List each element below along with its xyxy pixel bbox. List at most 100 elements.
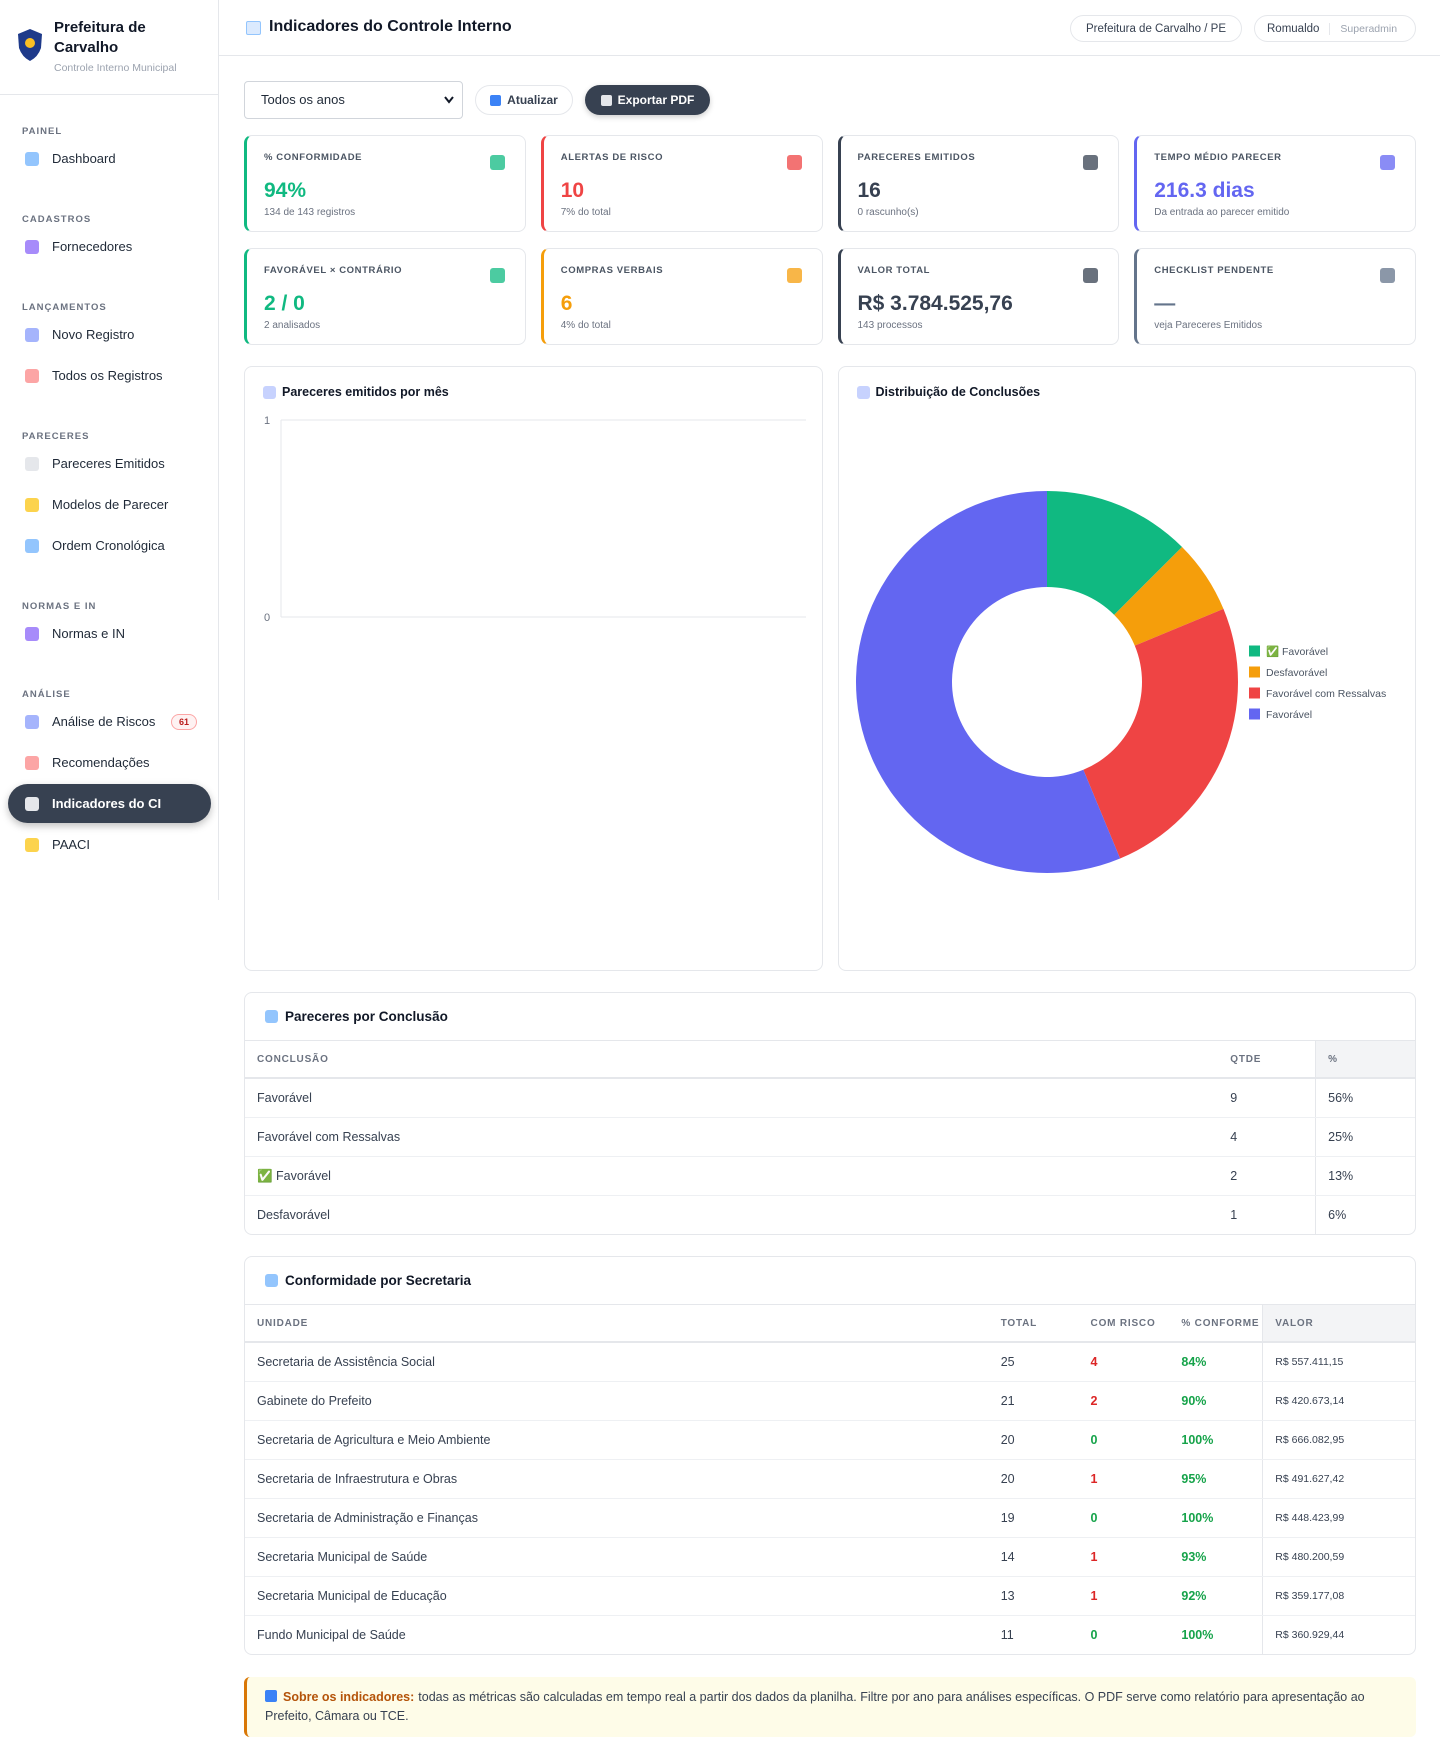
nav-icon [25,327,39,342]
nav-item[interactable]: Análise de Riscos 61 [0,701,218,742]
nav-icon [25,368,39,383]
table-title-text: Conformidade por Secretaria [285,1273,472,1288]
chevron-path [444,96,454,104]
table-cell: Secretaria Municipal de Educação [257,1589,447,1603]
year-filter[interactable]: Todos os anos [244,81,463,119]
nav-item[interactable]: Ordem Cronológica [0,525,218,566]
table-cell: R$ 359.177,08 [1262,1577,1415,1615]
table-cell: Secretaria de Assistência Social [257,1355,435,1369]
org-subtitle: Controle Interno Municipal [54,62,177,74]
nav-icon [25,755,39,770]
kpi-card: COMPRAS VERBAIS 6 4% do total [540,248,823,345]
kpi-note: veja Pareceres Emitidos [1154,320,1263,331]
kpi-icon [1083,155,1099,170]
kpi-label: TEMPO MÉDIO PARECER [1154,152,1282,163]
column-header: % CONFORME [1181,1317,1260,1329]
legend-label: ✅ Favorável [1266,645,1328,658]
table-cell: Secretaria Municipal de Saúde [257,1550,428,1564]
charts: Pareceres emitidos por mês 0 1 Distribuição… [244,366,1416,971]
nav-label: Modelos de Parecer [52,497,169,512]
nav-item[interactable]: Normas e IN [0,613,218,654]
nav-label: Novo Registro [52,327,135,342]
navigation: PAINEL Dashboard CADASTROS Fornecedores LANÇ… [0,126,218,865]
table-cell: ✅ Favorável [257,1168,331,1183]
chart-title: Distribuição de Conclusões [856,385,1040,399]
table-cell: 11 [1000,1628,1014,1642]
header-icon [246,21,261,35]
export-label: Exportar PDF [617,93,695,107]
table-cell: 2 [1230,1169,1238,1183]
table-cell: R$ 360.929,44 [1262,1616,1415,1654]
table-cell: R$ 557.411,15 [1262,1343,1415,1381]
table-cell: 25 [1000,1355,1015,1369]
refresh-button[interactable]: Atualizar [475,85,573,115]
kpi-grid: % CONFORMIDADE 94% 134 de 143 registros ALE… [244,135,1416,345]
legend-swatch [1248,666,1260,678]
nav-section: LANÇAMENTOS Novo Registro Todos os Registr… [0,302,218,396]
user-pill[interactable]: Romualdo Superadmin [1254,15,1416,42]
nav-section-title: CADASTROS [22,214,92,225]
nav-item[interactable]: Todos os Registros [0,355,218,396]
table-card: Pareceres por Conclusão CONCLUSÃO QTDE% Fav… [244,992,1416,1235]
kpi-icon [1380,155,1395,170]
nav-item[interactable]: Dashboard [0,138,218,179]
content: Todos os anos Atualizar Exportar PDF % CONF… [219,56,1440,1737]
chart-title-icon [263,385,276,399]
table-cell: 90% [1181,1394,1207,1408]
nav-item[interactable]: Recomendações [0,742,218,783]
table-cell: Desfavorável [257,1208,330,1222]
kpi-value: 216.3 dias [1154,179,1255,202]
table-cell: 0 [1090,1511,1098,1525]
nav-label: Recomendações [52,755,150,770]
table-row: Secretaria de Infraestrutura e Obras 20 1 9… [245,1460,1415,1499]
table-cell: 1 [1230,1208,1238,1222]
kpi-label: PARECERES EMITIDOS [857,152,976,163]
kpi-card: % CONFORMIDADE 94% 134 de 143 registros [244,135,526,232]
chart-panel: Distribuição de Conclusões ✅ Favorável Des… [837,366,1416,971]
refresh-icon [490,94,502,106]
kpi-value: 6 [560,292,573,315]
kpi-icon [786,155,802,170]
column-header: QTDE [1230,1053,1262,1065]
nav-label: Todos os Registros [52,368,163,383]
table-cell: Favorável com Ressalvas [257,1130,401,1144]
table-cell: 13% [1315,1157,1415,1195]
kpi-label: ALERTAS DE RISCO [560,152,664,163]
nav-label: PAACI [52,837,91,852]
table-cell: 19 [1000,1511,1015,1525]
export-button[interactable]: Exportar PDF [585,85,710,115]
kpi-card: FAVORÁVEL × CONTRÁRIO 2 / 0 2 analisados [244,248,526,345]
nav-section: PARECERES Pareceres Emitidos Modelos de Pa… [0,431,218,566]
chart-title-text: Pareceres emitidos por mês [282,385,449,399]
nav-section: CADASTROS Fornecedores [0,214,218,267]
nav-label: Fornecedores [52,239,133,254]
main: Indicadores do Controle Interno Prefeitur… [219,0,1440,1737]
doughnut-slice [1113,546,1223,646]
kpi-icon [1083,268,1099,283]
toolbar: Todos os anos Atualizar Exportar PDF [244,81,1416,119]
doughnut-chart: ✅ Favorável Desfavorável Favorável com Res… [855,491,1386,873]
org-name: Prefeitura de Carvalho [54,19,146,56]
nav-item[interactable]: Fornecedores [0,226,218,267]
kpi-icon [489,268,505,283]
table-cell: R$ 448.423,99 [1262,1499,1415,1537]
column-header: CONCLUSÃO [257,1053,329,1065]
doughnut-slice [855,491,1120,873]
nav-section-title: PARECERES [22,431,90,442]
legend-label: Desfavorável [1266,667,1327,679]
nav-item[interactable]: Indicadores do CI [0,783,218,824]
nav-item[interactable]: PAACI [0,824,218,865]
info-title: Sobre os indicadores: [283,1690,415,1704]
nav-item[interactable]: Novo Registro [0,314,218,355]
table-cell: 92% [1181,1589,1207,1603]
nav-item[interactable]: Pareceres Emitidos [0,443,218,484]
table-cell: Secretaria de Infraestrutura e Obras [257,1472,458,1486]
table-cell: 100% [1181,1628,1214,1642]
table-row: Secretaria de Administração e Finanças 19… [245,1499,1415,1538]
nav-item[interactable]: Modelos de Parecer [0,484,218,525]
column-header: % [1315,1041,1415,1077]
legend-swatch [1248,708,1260,720]
page-title: Indicadores do Controle Interno [269,18,512,35]
location-pill[interactable]: Prefeitura de Carvalho / PE [1070,15,1242,42]
table-card: Conformidade por Secretaria UNIDADE TOTAL C… [244,1256,1416,1655]
